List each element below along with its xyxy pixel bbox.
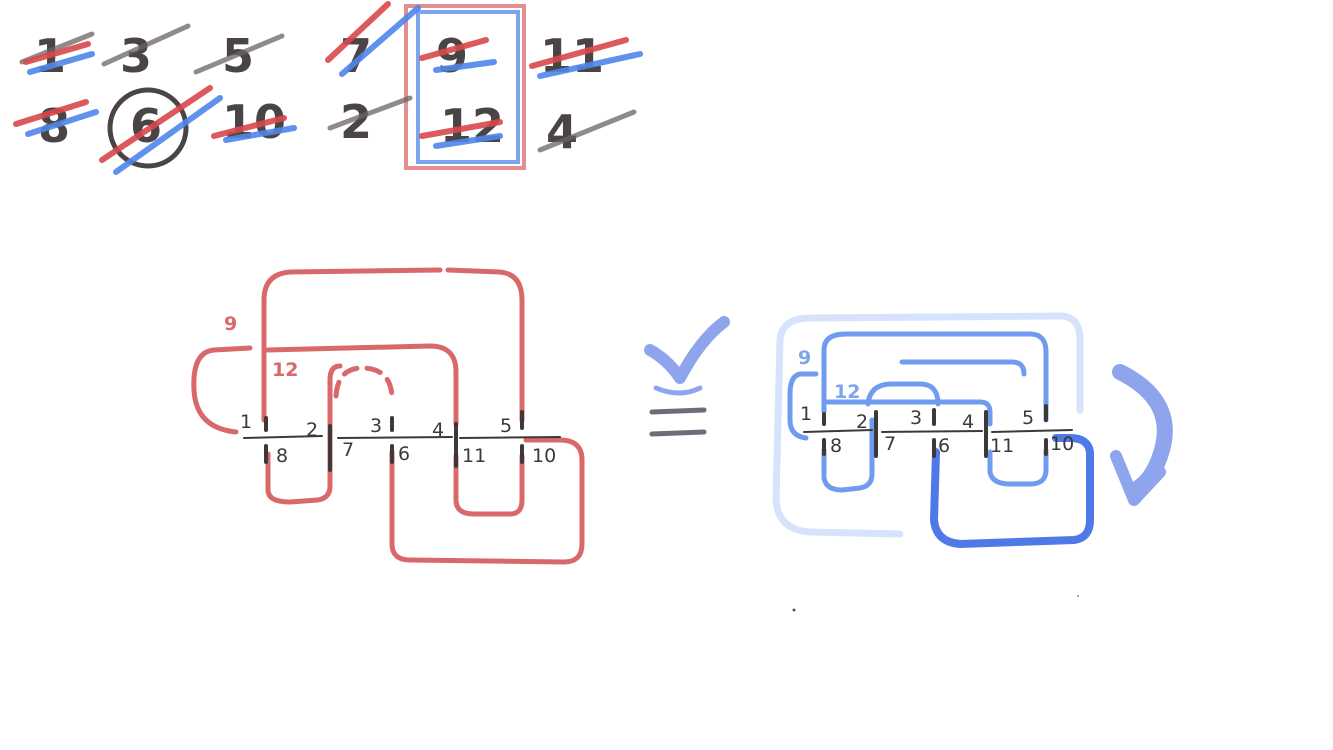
blue-central-strand [803, 404, 1073, 458]
grid-number-4: 4 [546, 105, 578, 159]
red-under-loop-11 [453, 453, 525, 517]
red-knot-diagram: 1 2 3 4 5 8 7 6 11 10 9 12 [191, 267, 585, 565]
blue-crossing-label-1: 1 [800, 403, 812, 425]
equivalence-group [644, 316, 730, 437]
red-central-strand [243, 410, 561, 472]
red-crossing-label-2: 2 [306, 419, 318, 441]
red-box-column [404, 4, 526, 170]
blue-under-loop-8 [821, 417, 875, 493]
equivalence-icon [649, 385, 707, 437]
red-arc-label-12: 12 [272, 359, 298, 381]
strike-marks [13, 1, 643, 175]
blue-inner-hump [865, 381, 941, 407]
circle-highlight-6 [107, 87, 189, 169]
blue-under-label-10: 10 [1050, 433, 1074, 455]
red-under-loop-8 [265, 363, 343, 505]
blue-outer-arc [821, 331, 1049, 423]
red-crossing-label-3: 3 [370, 415, 382, 437]
blue-halo-top [776, 312, 1084, 414]
blue-arc-label-9: 9 [798, 347, 811, 369]
red-under-label-10: 10 [532, 445, 556, 467]
blue-arc-label-12: 12 [834, 381, 860, 403]
number-grid: 1 3 5 7 9 11 8 6 10 2 12 4 [13, 1, 643, 175]
red-crossing-label-1: 1 [240, 411, 252, 433]
blue-crossing-label-3: 3 [910, 407, 922, 429]
red-outer-arc-right [445, 267, 525, 423]
checkmark-icon [644, 316, 730, 384]
red-under-label-8: 8 [276, 445, 288, 467]
red-bottom-loop [389, 437, 585, 565]
red-under-label-6: 6 [398, 443, 410, 465]
red-left-loop [191, 345, 253, 435]
red-crossing-label-5: 5 [500, 415, 512, 437]
red-inner-arc [265, 343, 459, 427]
blue-crossing-label-5: 5 [1022, 407, 1034, 429]
grid-number-9: 9 [436, 29, 468, 83]
red-outer-arc-left [261, 267, 443, 423]
rotate-arrow-icon [1110, 364, 1173, 506]
blue-under-label-7: 7 [884, 433, 896, 455]
blue-under-label-8: 8 [830, 435, 842, 457]
blue-under-loop-11 [987, 447, 1049, 487]
blue-crossing-label-4: 4 [962, 411, 974, 433]
blue-under-label-6: 6 [938, 435, 950, 457]
blue-inner-top [899, 359, 1027, 377]
blue-left-loop [787, 371, 819, 441]
red-dashed-hump [333, 365, 395, 399]
red-under-label-11: 11 [462, 445, 486, 467]
red-under-label-7: 7 [342, 439, 354, 461]
speck [1077, 595, 1079, 597]
red-crossing-label-4: 4 [432, 419, 444, 441]
blue-crossing-label-2: 2 [856, 411, 868, 433]
blue-knot-diagram: 1 2 3 4 5 8 7 6 11 10 9 12 [772, 312, 1094, 548]
blue-halo-left [772, 336, 904, 538]
red-arc-label-9: 9 [224, 313, 237, 335]
blue-inner-arc [825, 399, 993, 427]
speck [792, 608, 796, 612]
blue-box-column [416, 10, 520, 164]
blue-under-label-11: 11 [990, 435, 1014, 457]
blue-bottom-loop-highlighted [930, 434, 1094, 548]
